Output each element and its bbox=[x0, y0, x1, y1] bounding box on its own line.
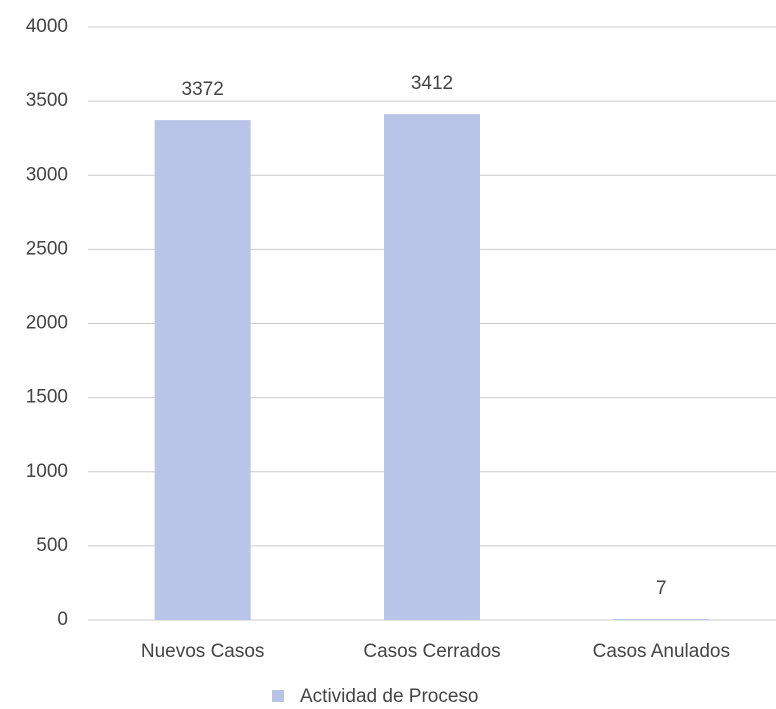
bar bbox=[154, 120, 251, 620]
y-tick-label: 3500 bbox=[26, 90, 68, 111]
legend-label: Actividad de Proceso bbox=[300, 686, 479, 707]
x-tick-label: Casos Cerrados bbox=[363, 641, 500, 662]
y-tick-label: 2500 bbox=[26, 238, 68, 259]
y-tick-label: 1000 bbox=[26, 461, 68, 482]
y-tick-label: 3000 bbox=[26, 164, 68, 185]
data-label: 7 bbox=[656, 578, 667, 599]
y-tick-label: 500 bbox=[36, 535, 68, 556]
legend-swatch bbox=[272, 690, 284, 702]
y-tick-label: 4000 bbox=[26, 16, 68, 37]
data-label: 3372 bbox=[182, 79, 224, 100]
y-tick-label: 0 bbox=[57, 609, 68, 630]
x-tick-label: Nuevos Casos bbox=[141, 641, 265, 662]
x-tick-label: Casos Anulados bbox=[593, 641, 730, 662]
y-tick-label: 2000 bbox=[26, 313, 68, 334]
bar bbox=[613, 618, 710, 620]
data-label: 3412 bbox=[411, 73, 453, 94]
y-tick-label: 1500 bbox=[26, 387, 68, 408]
bar bbox=[384, 114, 480, 621]
